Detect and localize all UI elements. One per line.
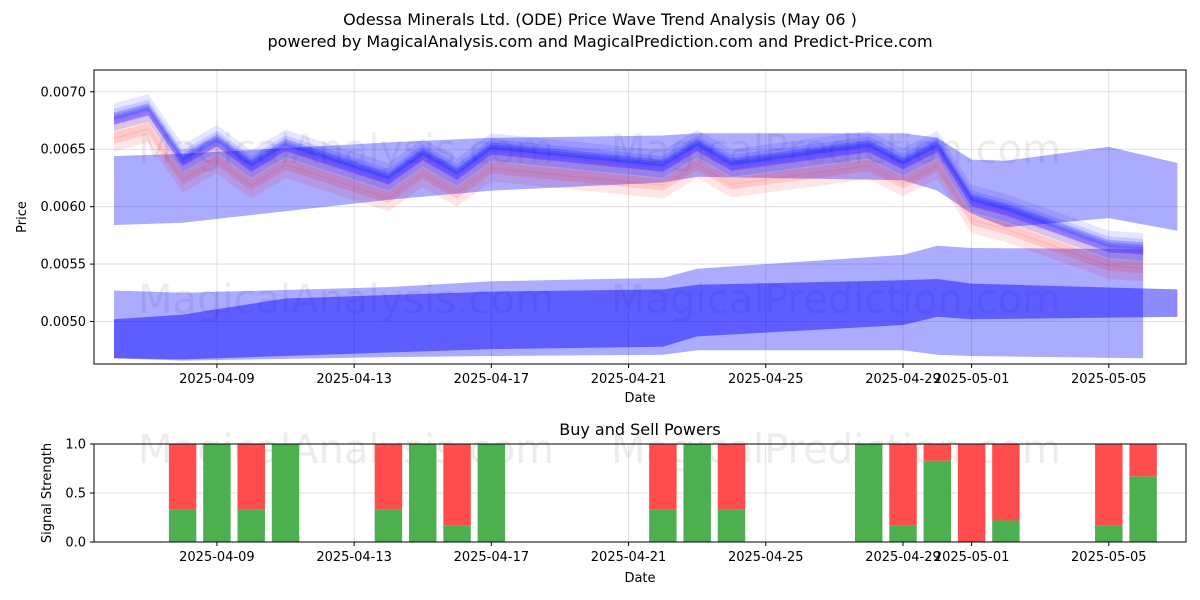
x-tick-label: 2025-05-01 [934, 372, 1010, 387]
buy-bar [854, 444, 883, 542]
sell-bar [374, 444, 403, 510]
buy-bar [923, 460, 952, 542]
wave-band-lower-core [114, 279, 1178, 360]
sell-bar [889, 444, 917, 526]
watermark-text: MagicalAnalysis.com [138, 277, 554, 323]
y-tick-label: 0.0065 [41, 143, 87, 158]
chart-title: Odessa Minerals Ltd. (ODE) Price Wave Tr… [343, 10, 857, 29]
bar-x-tick-label: 2025-04-13 [316, 550, 392, 565]
y-tick-label: 0.0055 [41, 258, 87, 273]
sell-bar [717, 444, 746, 510]
wave-band-upper-wide [114, 133, 1178, 231]
y-tick-label: 0.0070 [41, 85, 87, 100]
y-tick-label: 0.0050 [41, 315, 87, 330]
bar-x-tick-label: 2025-04-17 [454, 550, 530, 565]
sell-bar [649, 444, 677, 510]
buy-bar [443, 525, 471, 542]
sell-bar [923, 444, 952, 461]
bar-x-tick-label: 2025-05-05 [1071, 550, 1147, 565]
x-tick-label: 2025-04-25 [728, 372, 804, 387]
bar-y-tick-label: 0.5 [65, 487, 86, 502]
x-tick-label: 2025-04-13 [316, 372, 392, 387]
buy-bar [717, 509, 746, 542]
x-tick-label: 2025-04-09 [179, 372, 255, 387]
bar-y-tick-label: 1.0 [65, 438, 86, 453]
y-axis-label: Price [15, 201, 30, 233]
sell-bar [992, 444, 1020, 521]
x-tick-label: 2025-04-29 [865, 372, 941, 387]
buy-bar [168, 509, 197, 542]
bar-x-tick-label: 2025-05-01 [934, 550, 1010, 565]
buy-bar [271, 444, 300, 542]
y-tick-label: 0.0060 [41, 200, 87, 215]
bar-x-tick-label: 2025-04-29 [865, 550, 941, 565]
watermark-text: MagicalPrediction.com [611, 277, 1061, 323]
buy-bar [889, 525, 917, 542]
bar-chart-title: Buy and Sell Powers [559, 420, 721, 439]
watermark-text: MagicalPrediction.com [611, 127, 1061, 173]
buy-bar [203, 444, 231, 542]
bar-x-tick-label: 2025-04-09 [179, 550, 255, 565]
buy-bar [1129, 476, 1157, 542]
sell-bar [443, 444, 471, 526]
wave-band-lower-wide [114, 245, 1144, 361]
x-tick-label: 2025-04-17 [454, 372, 530, 387]
chart-subtitle: powered by MagicalAnalysis.com and Magic… [267, 32, 933, 51]
wave-layer [114, 94, 1178, 361]
bar-plot-frame [93, 443, 1187, 543]
x-tick-label: 2025-05-05 [1071, 372, 1147, 387]
sell-bar [1095, 444, 1123, 526]
buy-bar [409, 444, 437, 542]
bar-x-tick-label: 2025-04-21 [591, 550, 667, 565]
buy-bar [477, 444, 506, 542]
buy-bar [992, 520, 1020, 542]
bar-y-tick-label: 0.0 [65, 536, 86, 551]
buy-bar [374, 509, 403, 542]
bar-x-axis-label: Date [624, 571, 655, 586]
watermark-text: MagicalAnalysis.com [138, 127, 554, 173]
buy-bar [1095, 525, 1123, 542]
plot-frame [93, 69, 1187, 365]
buy-bar [683, 444, 711, 542]
sell-bar [237, 444, 265, 510]
buy-bar [649, 509, 677, 542]
buy-bar [237, 509, 265, 542]
sell-bar [168, 444, 197, 510]
sell-bar [1129, 444, 1157, 477]
sell-bar [957, 444, 986, 542]
x-axis-label: Date [624, 391, 655, 406]
x-tick-label: 2025-04-21 [591, 372, 667, 387]
bar-y-axis-label: Signal Strength [40, 443, 55, 543]
bar-x-tick-label: 2025-04-25 [728, 550, 804, 565]
